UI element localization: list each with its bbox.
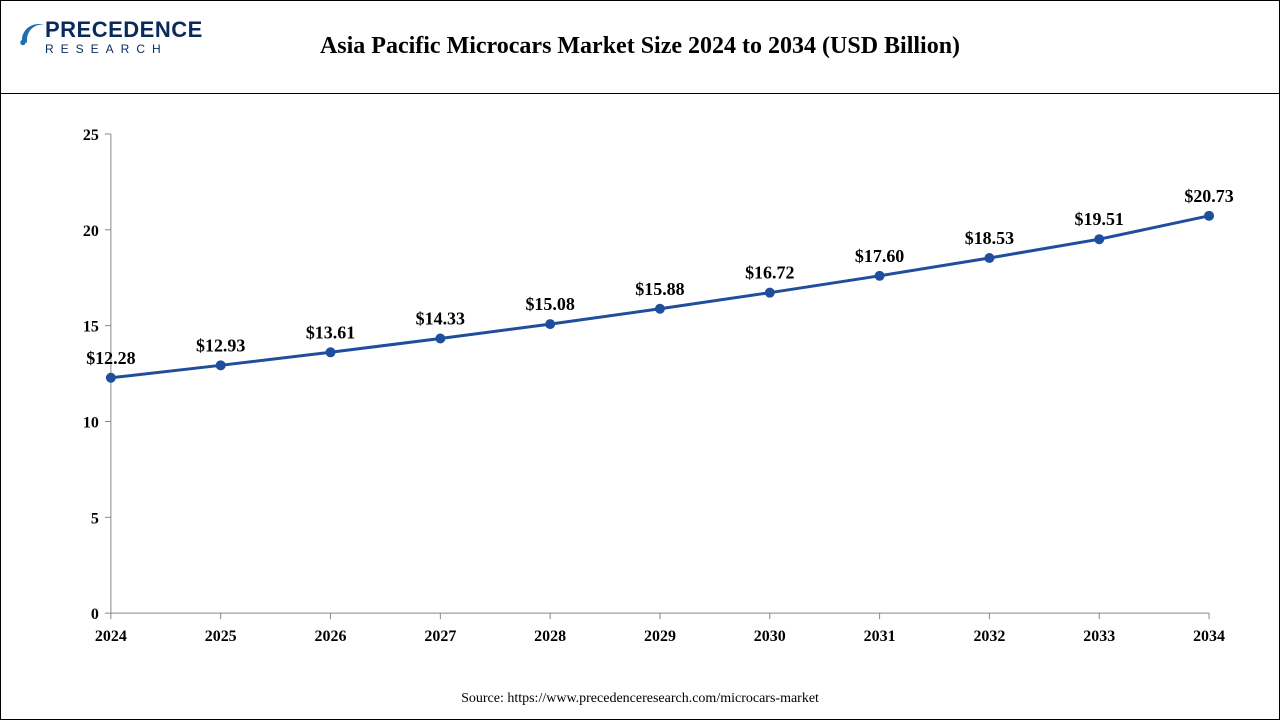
data-marker <box>326 347 336 357</box>
y-tick-label: 15 <box>83 319 99 336</box>
x-tick-label: 2034 <box>1193 628 1225 645</box>
header: PRECEDENCE RESEARCH Asia Pacific Microca… <box>1 1 1279 94</box>
y-tick-label: 20 <box>83 223 99 240</box>
x-tick-label: 2030 <box>754 628 786 645</box>
logo-top-text: PRECEDENCE <box>21 19 221 41</box>
x-tick-label: 2029 <box>644 628 676 645</box>
y-tick-label: 25 <box>83 127 99 144</box>
data-label: $16.72 <box>745 263 794 283</box>
y-tick-label: 5 <box>91 510 99 527</box>
x-tick-label: 2031 <box>864 628 896 645</box>
data-marker <box>545 319 555 329</box>
data-marker <box>655 304 665 314</box>
data-marker <box>435 333 445 343</box>
logo: PRECEDENCE RESEARCH <box>21 19 221 55</box>
data-marker <box>765 288 775 298</box>
data-label: $12.28 <box>86 348 135 368</box>
data-label: $15.08 <box>525 294 574 314</box>
data-marker <box>1204 211 1214 221</box>
data-label: $20.73 <box>1184 186 1233 206</box>
line-chart-svg: 0510152025202420252026202720282029203020… <box>41 114 1239 673</box>
data-label: $15.88 <box>635 279 684 299</box>
chart-area: 0510152025202420252026202720282029203020… <box>1 94 1279 683</box>
y-tick-label: 0 <box>91 606 99 623</box>
data-marker <box>875 271 885 281</box>
x-tick-label: 2028 <box>534 628 566 645</box>
data-marker <box>984 253 994 263</box>
logo-swoosh-icon <box>17 17 51 51</box>
x-tick-label: 2027 <box>424 628 456 645</box>
chart-container: PRECEDENCE RESEARCH Asia Pacific Microca… <box>0 0 1280 720</box>
x-tick-label: 2033 <box>1083 628 1115 645</box>
data-label: $14.33 <box>416 308 465 328</box>
data-marker <box>1094 234 1104 244</box>
logo-bottom-text: RESEARCH <box>21 43 221 55</box>
x-tick-label: 2025 <box>205 628 237 645</box>
data-label: $19.51 <box>1075 209 1124 229</box>
x-tick-label: 2026 <box>315 628 347 645</box>
source-text: Source: https://www.precedenceresearch.c… <box>1 683 1279 719</box>
data-label: $13.61 <box>306 322 355 342</box>
data-label: $17.60 <box>855 246 904 266</box>
data-label: $12.93 <box>196 335 245 355</box>
x-tick-label: 2024 <box>95 628 127 645</box>
y-tick-label: 10 <box>83 414 99 431</box>
data-marker <box>106 373 116 383</box>
data-marker <box>216 360 226 370</box>
x-tick-label: 2032 <box>973 628 1005 645</box>
data-label: $18.53 <box>965 228 1014 248</box>
